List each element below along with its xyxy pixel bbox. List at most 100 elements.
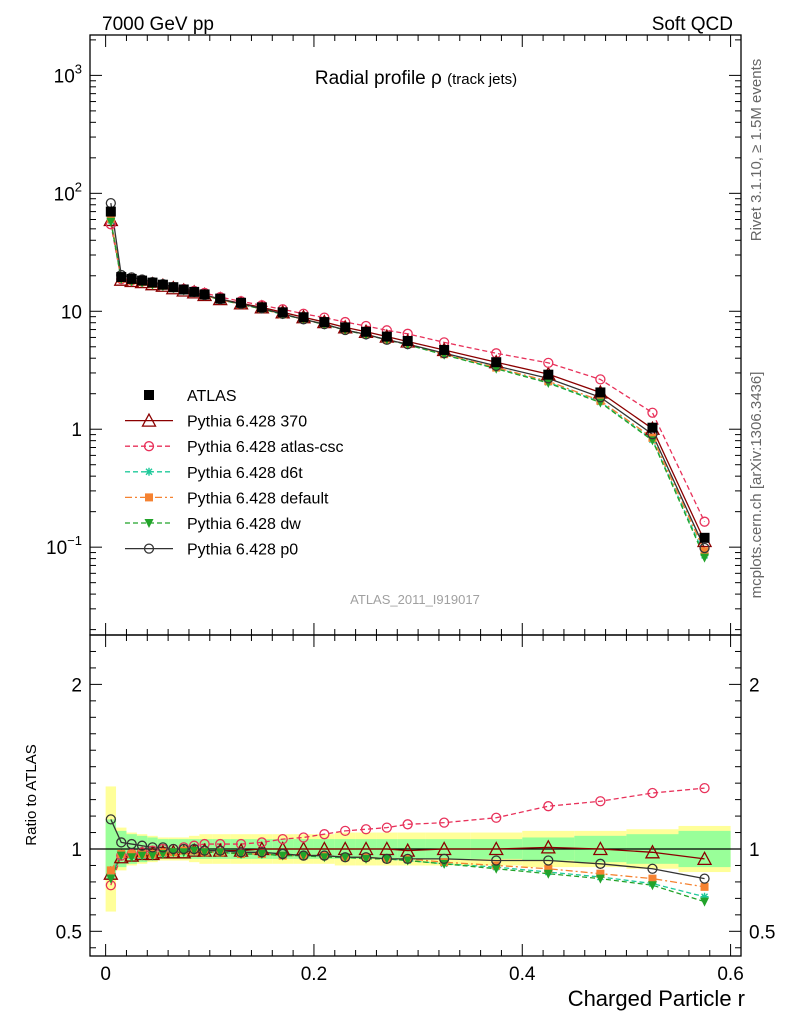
x-axis-label: Charged Particle r	[568, 986, 745, 1011]
ratio-series-marker	[360, 852, 372, 863]
data-point	[647, 422, 658, 433]
plot-title: Radial profile ρ (track jets)	[315, 68, 517, 89]
header-process-label: Soft QCD	[652, 14, 733, 35]
legend-marker	[143, 543, 155, 554]
mcplots-label: mcplots.cern.ch [arXiv:1306.3436]	[748, 372, 765, 599]
ratio-series-marker	[491, 864, 501, 874]
ratio-markers	[103, 782, 713, 907]
data-point	[340, 322, 351, 333]
ratio-series-marker	[543, 869, 553, 879]
data-point	[236, 297, 247, 308]
main-y-tick-label: 103	[54, 61, 82, 87]
legend-label: Pythia 6.428 atlas-csc	[187, 439, 344, 456]
ratio-series-marker	[319, 850, 330, 861]
data-point	[157, 279, 168, 290]
x-tick-label: 0	[100, 964, 111, 985]
ratio-y-tick-label-left: 2	[71, 675, 82, 696]
ratio-series-marker	[319, 853, 329, 863]
ratio-series-marker	[700, 897, 710, 907]
ratio-series-marker	[235, 847, 247, 858]
data-point	[116, 272, 127, 283]
ratio-series-marker	[298, 850, 309, 861]
data-point	[147, 277, 158, 288]
ratio-series-marker	[106, 866, 115, 875]
main-series-marker	[647, 407, 658, 418]
ratio-series-marker	[215, 848, 225, 858]
ratio-series-marker	[127, 853, 137, 863]
ratio-series-marker	[340, 825, 351, 837]
legend-marker	[144, 390, 154, 400]
ratio-series-marker	[158, 849, 168, 859]
data-point	[277, 307, 288, 318]
ratio-y-axis-label: Ratio to ATLAS	[23, 744, 40, 845]
legend-marker	[143, 441, 155, 452]
data-point	[319, 317, 330, 328]
ratio-frame	[89, 634, 742, 957]
ratio-series-marker	[381, 853, 393, 865]
ratio-series-marker	[402, 819, 413, 830]
ratio-series-marker	[256, 847, 268, 858]
axes: 10−1 1 10 102 103 0.5 0.5 1 1 2 2 0 0.2 0.4 0.6	[46, 34, 775, 985]
main-y-tick-label: 10	[61, 302, 82, 323]
ratio-series-marker	[595, 874, 605, 884]
ratio-series-marker	[700, 892, 709, 901]
ratio-series-marker	[647, 863, 658, 874]
ratio-series-marker	[105, 814, 116, 825]
ratio-series-marker	[200, 848, 210, 858]
main-series-marker	[543, 357, 554, 368]
ratio-series-marker	[544, 864, 553, 873]
ratio-series-marker	[381, 822, 393, 833]
ratio-series-marker	[361, 854, 371, 864]
data-point	[439, 344, 450, 355]
main-series-marker	[699, 516, 710, 527]
ratio-series-marker	[298, 832, 309, 843]
ratio-series-marker	[178, 843, 189, 855]
ratio-series-marker	[491, 812, 502, 823]
ratio-series-marker	[543, 855, 554, 866]
main-series-marker	[700, 553, 710, 563]
main-y-tick-label: 1	[71, 420, 82, 441]
ratio-series-marker	[595, 796, 606, 807]
ratio-series-marker	[403, 856, 413, 866]
legend-label: Pythia 6.428 default	[187, 490, 329, 507]
legend-label: ATLAS	[187, 388, 237, 405]
legend-label: Pythia 6.428 p0	[187, 542, 298, 559]
legend-marker	[145, 493, 153, 502]
ratio-series-marker	[595, 858, 606, 869]
data-point	[189, 286, 200, 297]
ratio-series-marker	[106, 874, 116, 884]
legend-label: Pythia 6.428 370	[187, 414, 307, 431]
ratio-y-tick-label-left: 0.5	[56, 922, 82, 943]
analysis-watermark: ATLAS_2011_I919017	[350, 592, 480, 607]
data-point	[595, 387, 606, 398]
ratio-series-marker	[215, 845, 226, 856]
ratio-y-tick-label-right: 1	[749, 840, 760, 861]
main-y-tick-label: 10−1	[46, 533, 82, 559]
data-point	[256, 302, 267, 313]
data-point	[126, 273, 137, 284]
ratio-series-marker	[189, 846, 199, 856]
ratio-series-marker	[540, 839, 556, 854]
ratio-series-marker	[277, 848, 288, 860]
data-point	[137, 275, 148, 286]
ratio-series-marker	[438, 817, 450, 828]
ratio-series-marker	[488, 841, 504, 856]
ratio-y-tick-label-right: 2	[749, 675, 760, 696]
ratio-series-marker	[179, 848, 189, 858]
ratio-series-marker	[647, 787, 658, 799]
ratio-series-marker	[592, 841, 608, 856]
main-series-marker	[699, 542, 710, 554]
ratio-series-marker	[299, 851, 309, 861]
ratio-series-marker	[136, 840, 148, 851]
ratio-series-marker	[277, 833, 288, 845]
data-point	[402, 335, 413, 346]
ratio-series-marker	[340, 853, 350, 863]
ratio-series-marker	[189, 843, 200, 855]
ratio-series-marker	[340, 852, 351, 863]
ratio-series-marker	[116, 851, 126, 861]
data-point	[199, 289, 210, 300]
data-point	[298, 312, 309, 323]
data-point	[381, 331, 392, 342]
data-point	[543, 369, 554, 380]
